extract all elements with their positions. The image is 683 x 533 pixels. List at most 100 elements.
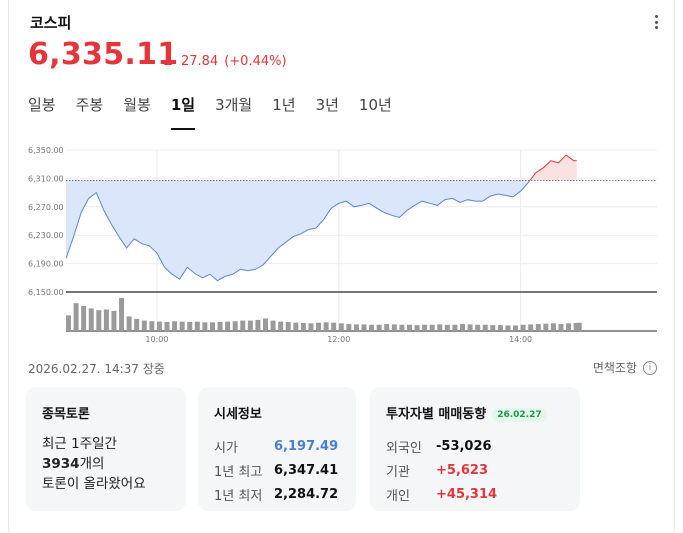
row-value: +5,623 [436,462,489,478]
volume-bar [452,324,458,331]
tab-3months[interactable]: 3개월 [215,96,253,114]
row-value: -53,026 [436,438,492,454]
above-baseline-fill [529,155,577,181]
volume-bar [406,324,412,331]
volume-bar [172,321,178,331]
volume-bar [346,324,352,331]
row-value: 6,347.41 [274,462,339,478]
discussion-line2: 3934개의 [42,454,170,474]
volume-bar [535,324,541,331]
volume-bar [187,321,193,331]
volume-bar [422,324,428,331]
volume-bar [475,324,481,331]
more-vertical-icon[interactable] [650,12,662,32]
disclaimer-label: 면책조항 [592,361,637,375]
volume-bar [232,321,238,331]
volume-bar [316,322,322,331]
volume-bar [369,324,375,331]
below-baseline-fill [66,180,577,281]
price-line-down [66,180,531,282]
volume-bar [103,309,109,331]
volume-bar [490,325,496,331]
row-label: 시가 [214,440,238,456]
volume-bar [513,325,519,331]
discussion-count: 3934 [42,456,80,472]
market-info-card[interactable]: 시세정보 시가 6,197.49 1년 최고 6,347.41 1년 최저 2,… [198,387,356,511]
market-info-row: 1년 최고 6,347.41 [214,458,340,482]
tab-daily[interactable]: 일봉 [28,96,56,114]
market-info-title: 시세정보 [214,407,262,422]
volume-bar [399,324,405,331]
volume-bar [293,322,299,331]
price-area [66,154,657,282]
volume-bar [194,321,200,331]
market-info-row: 시가 6,197.49 [214,434,340,458]
disclaimer-link[interactable]: 면책조항 i [593,359,657,376]
intraday-chart[interactable]: 6,350.00 6,310.00 6,270.00 6,230.00 6,190.00… [0,138,683,348]
volume-bar [225,321,231,331]
discussion-card[interactable]: 종목토론 최근 1주일간 3934개의 토론이 올라왔어요 [26,387,186,511]
volume-bar [528,324,534,331]
volume-bar [331,322,337,331]
tab-3years[interactable]: 3년 [315,96,339,114]
change-percent: (+0.44%) [224,54,287,69]
volume-bar [497,325,503,331]
volume-bar [111,310,117,331]
volume-bar [429,324,435,331]
discussion-line3: 토론이 올라왔어요 [42,476,146,492]
x-tick-label: 10:00 [145,335,168,344]
volume-bars [66,298,582,331]
tab-1day[interactable]: 1일 [170,94,196,130]
market-info-row: 1년 최저 2,284.72 [214,482,340,506]
y-tick-label: 6,350.00 [28,146,64,155]
discussion-line1: 최근 1주일간 [42,436,117,452]
volume-bar [558,324,564,331]
volume-bar [576,322,582,331]
investor-row: 개인 +45,314 [386,482,564,506]
tab-monthly[interactable]: 월봉 [123,96,151,114]
row-label: 기관 [386,464,410,480]
volume-bar [202,322,208,331]
volume-bar [255,319,261,331]
volume-bar [247,320,253,331]
volume-bar [278,321,284,331]
tab-10years[interactable]: 10년 [358,96,392,114]
tab-1year[interactable]: 1년 [272,96,296,114]
investor-trend-card[interactable]: 투자자별 매매동향 26.02.27 외국인 -53,026 기관 +5,623 … [370,387,580,511]
tab-weekly[interactable]: 주봉 [75,96,104,114]
volume-bar [338,323,344,331]
discussion-text: 최근 1주일간 3934개의 토론이 올라왔어요 [42,434,170,494]
volume-bar [543,323,549,331]
volume-bar [384,324,390,331]
volume-bar [323,322,329,331]
volume-bar [270,320,276,331]
date-badge: 26.02.27 [492,407,547,422]
price-change: 27.84 (+0.44%) [164,54,287,69]
y-tick-label: 6,190.00 [28,260,64,269]
investor-trend-header: 투자자별 매매동향 26.02.27 [386,403,564,422]
investor-trend-title: 투자자별 매매동향 [386,407,487,422]
volume-bar [300,323,306,331]
volume-bar [467,324,473,331]
row-label: 개인 [386,488,410,504]
y-tick-label: 6,310.00 [28,174,64,183]
volume-bar [119,298,125,331]
change-value: 27.84 [181,54,219,69]
up-triangle-icon [164,58,172,65]
volume-bar [482,324,488,331]
volume-bar [149,321,155,331]
volume-bar [73,303,79,331]
y-tick-label: 6,230.00 [28,231,64,240]
row-value: 6,197.49 [274,438,339,454]
volume-bar [141,320,147,331]
volume-bar [217,321,223,331]
row-value: 2,284.72 [274,486,339,502]
investor-row: 외국인 -53,026 [386,434,564,458]
volume-bar [66,315,71,331]
row-value: +45,314 [436,486,498,502]
volume-bar [263,318,268,331]
volume-bar [353,324,359,331]
volume-bar [156,321,162,331]
row-label: 1년 최저 [214,488,263,504]
x-axis-labels: 10:00 12:00 14:00 [145,335,532,344]
